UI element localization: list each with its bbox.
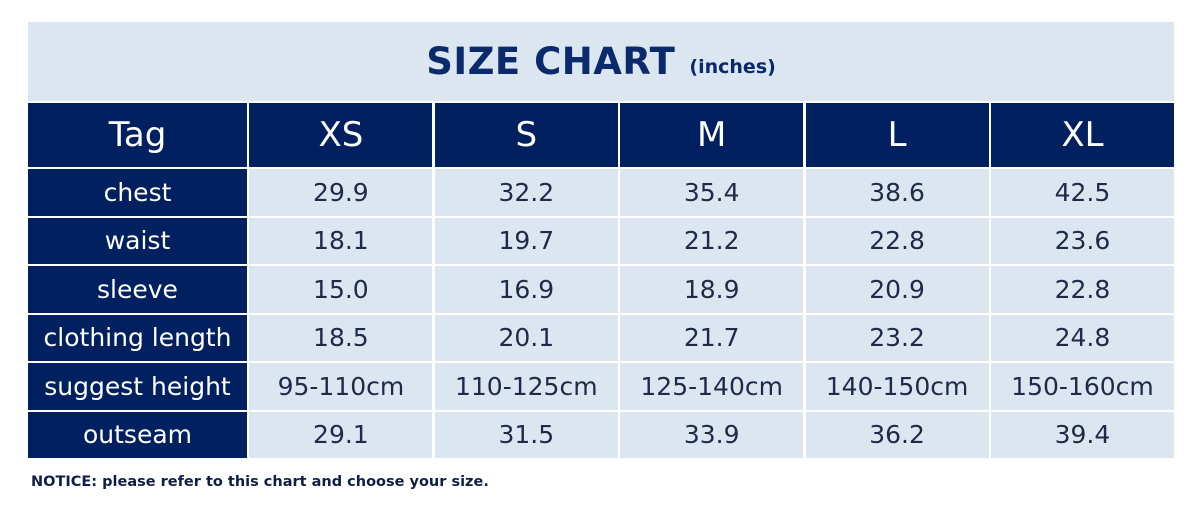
table-cell: 38.6 [805, 169, 989, 216]
size-table: Tag XS S M L XL chest 29.9 32.2 35.4 38.6 42.5 waist… [28, 103, 1174, 458]
row-label: outseam [28, 411, 247, 458]
row-label: sleeve [28, 266, 247, 313]
table-cell: 150-160cm [990, 363, 1174, 410]
table-cell: 32.2 [434, 169, 618, 216]
table-cell: 125-140cm [620, 363, 804, 410]
size-chart-title: SIZE CHART (inches) [28, 22, 1174, 101]
table-cell: 23.2 [805, 314, 989, 361]
column-header-m: M [620, 103, 804, 167]
table-cell: 33.9 [620, 411, 804, 458]
table-cell: 18.5 [249, 314, 433, 361]
table-cell: 42.5 [990, 169, 1174, 216]
table-cell: 20.9 [805, 266, 989, 313]
column-header-tag: Tag [28, 103, 247, 167]
table-cell: 22.8 [805, 217, 989, 264]
table-cell: 29.9 [249, 169, 433, 216]
table-cell: 22.8 [990, 266, 1174, 313]
column-header-s: S [434, 103, 618, 167]
column-header-xs: XS [249, 103, 433, 167]
table-cell: 110-125cm [434, 363, 618, 410]
table-cell: 15.0 [249, 266, 433, 313]
table-cell: 21.2 [620, 217, 804, 264]
row-label: chest [28, 169, 247, 216]
table-cell: 16.9 [434, 266, 618, 313]
table-cell: 36.2 [805, 411, 989, 458]
table-cell: 19.7 [434, 217, 618, 264]
column-header-l: L [805, 103, 989, 167]
table-cell: 23.6 [990, 217, 1174, 264]
table-cell: 18.1 [249, 217, 433, 264]
table-cell: 21.7 [620, 314, 804, 361]
table-cell: 39.4 [990, 411, 1174, 458]
table-cell: 31.5 [434, 411, 618, 458]
row-label: waist [28, 217, 247, 264]
row-label: suggest height [28, 363, 247, 410]
table-cell: 95-110cm [249, 363, 433, 410]
row-label: clothing length [28, 314, 247, 361]
title-unit: (inches) [689, 55, 776, 78]
table-cell: 35.4 [620, 169, 804, 216]
table-cell: 29.1 [249, 411, 433, 458]
table-cell: 140-150cm [805, 363, 989, 410]
table-cell: 24.8 [990, 314, 1174, 361]
table-cell: 20.1 [434, 314, 618, 361]
column-header-xl: XL [990, 103, 1174, 167]
notice-text: NOTICE: please refer to this chart and c… [31, 474, 489, 490]
title-main: SIZE CHART [426, 40, 676, 83]
table-cell: 18.9 [620, 266, 804, 313]
